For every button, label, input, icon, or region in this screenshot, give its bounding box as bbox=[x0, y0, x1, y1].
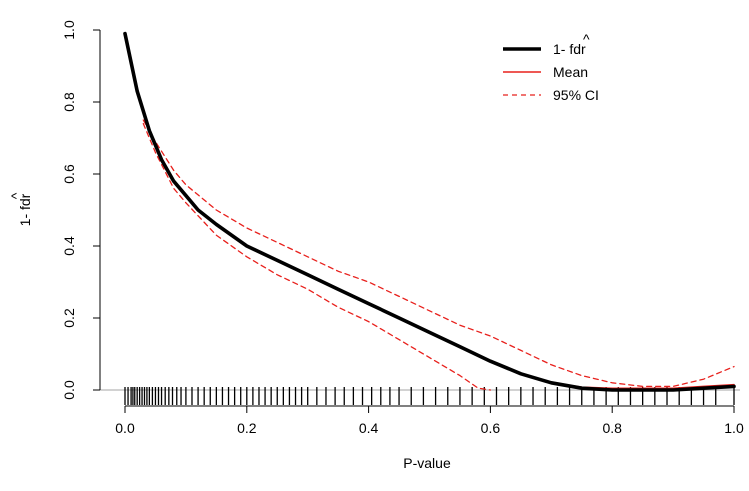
x-tick-label: 0.8 bbox=[602, 420, 622, 436]
x-axis: 0.0 0.2 0.4 0.6 0.8 1.0 bbox=[115, 405, 744, 436]
rug-marks bbox=[124, 387, 735, 405]
y-axis-title: 1- fdr ^ bbox=[8, 192, 33, 226]
series-line bbox=[142, 122, 492, 391]
y-axis: 0.0 0.2 0.4 0.6 0.8 1.0 bbox=[61, 20, 101, 400]
legend-label-ci: 95% CI bbox=[553, 87, 599, 103]
y-tick-label: 0.2 bbox=[61, 308, 77, 328]
legend-label-fdr-hat: ^ bbox=[583, 31, 590, 47]
legend: 1- fdr ^ Mean 95% CI bbox=[503, 31, 599, 103]
series-line bbox=[124, 32, 735, 389]
x-axis-title: P-value bbox=[403, 455, 451, 471]
y-tick-label: 1.0 bbox=[61, 20, 77, 40]
x-tick-label: 0.4 bbox=[359, 420, 379, 436]
y-tick-label: 0.0 bbox=[61, 380, 77, 400]
y-axis-title-hat: ^ bbox=[8, 192, 24, 199]
y-tick-label: 0.8 bbox=[61, 92, 77, 112]
y-axis-title-text: 1- fdr bbox=[17, 193, 33, 226]
y-tick-label: 0.6 bbox=[61, 164, 77, 184]
x-tick-label: 0.6 bbox=[481, 420, 501, 436]
legend-label-fdr-prefix: 1- bbox=[553, 41, 569, 57]
x-tick-label: 1.0 bbox=[724, 420, 744, 436]
series-line bbox=[123, 31, 736, 392]
series-layer bbox=[123, 31, 736, 392]
y-ticks: 0.0 0.2 0.4 0.6 0.8 1.0 bbox=[61, 20, 100, 400]
plot-area bbox=[100, 31, 740, 405]
x-ticks: 0.0 0.2 0.4 0.6 0.8 1.0 bbox=[115, 406, 744, 436]
legend-label-fdr: 1- fdr bbox=[553, 41, 586, 57]
legend-label-mean: Mean bbox=[553, 64, 588, 80]
series-line bbox=[142, 119, 735, 388]
legend-label-fdr-word: fdr bbox=[569, 41, 586, 57]
y-tick-label: 0.4 bbox=[61, 236, 77, 256]
x-tick-label: 0.0 bbox=[115, 420, 135, 436]
x-tick-label: 0.2 bbox=[237, 420, 257, 436]
